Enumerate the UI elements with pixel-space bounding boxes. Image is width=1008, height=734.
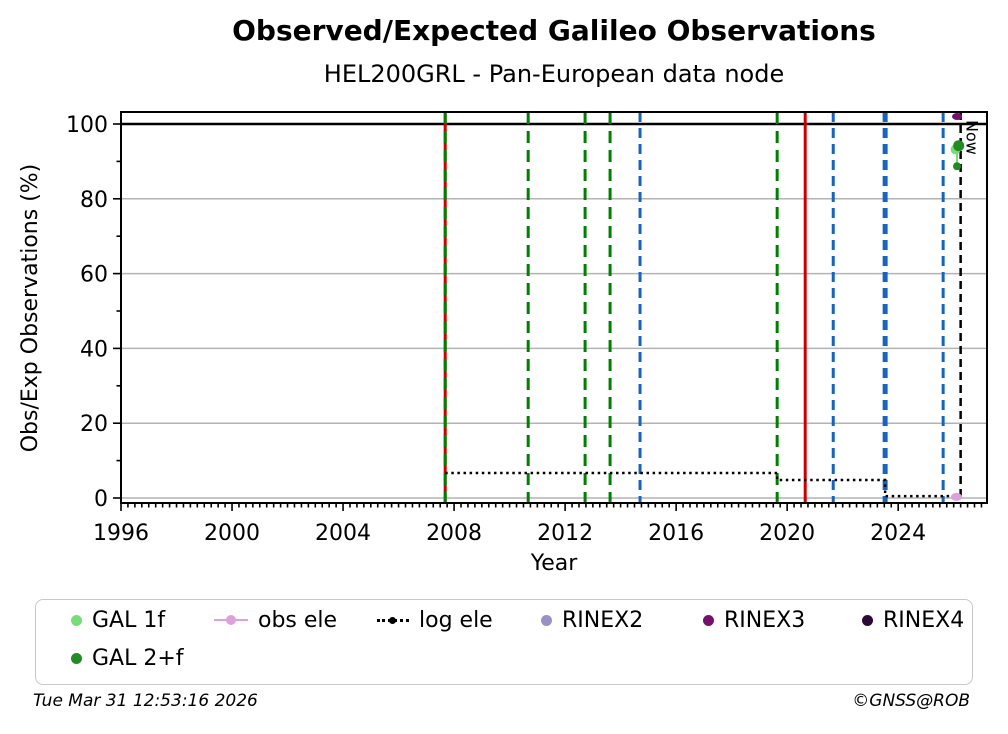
x-tick-label: 2020 xyxy=(759,521,815,546)
y-tick-label: 0 xyxy=(94,487,108,512)
legend-marker-dot xyxy=(71,652,82,664)
x-axis-title: Year xyxy=(530,551,578,576)
y-axis-title: Obs/Exp Observations (%) xyxy=(18,163,43,453)
legend-item-label: GAL 2+f xyxy=(92,645,184,671)
x-tick-label: 2024 xyxy=(870,521,926,546)
legend-marker-linedot xyxy=(214,615,248,625)
x-tick-label: 2004 xyxy=(315,521,371,546)
legend-item-label: GAL 1f xyxy=(92,607,166,633)
legend-marker-dot xyxy=(862,614,873,626)
legend-item-label: RINEX4 xyxy=(883,607,965,633)
marker-obs-ele xyxy=(950,492,962,501)
legend-item-label: log ele xyxy=(419,607,493,633)
axis-frame xyxy=(120,111,988,504)
legend-item-gal-2-f: GAL 2+f xyxy=(71,644,184,672)
legend-marker-dotted xyxy=(377,616,409,624)
legend: GAL 1f GAL 2+f obs ele log ele RINEX2 RINEX3 R… xyxy=(35,599,973,685)
legend-item-rinex3: RINEX3 xyxy=(703,606,805,634)
legend-marker-dot xyxy=(541,614,552,626)
y-tick-label: 80 xyxy=(80,188,108,213)
x-tick-label: 1996 xyxy=(93,521,149,546)
legend-item-label: RINEX2 xyxy=(562,607,644,633)
legend-marker-dot xyxy=(71,614,82,626)
line-log-ele xyxy=(445,471,957,498)
marker-rinex3 xyxy=(952,113,963,121)
marker-gal-2-f xyxy=(953,140,965,152)
footer-copyright: ©GNSS@ROB xyxy=(852,691,970,711)
legend-item-label: RINEX3 xyxy=(724,607,806,633)
now-label: Now xyxy=(963,120,982,155)
legend-item-rinex2: RINEX2 xyxy=(541,606,643,634)
legend-item-obs-ele: obs ele xyxy=(214,606,337,634)
footer-timestamp: Tue Mar 31 12:53:16 2026 xyxy=(33,691,258,711)
legend-item-rinex4: RINEX4 xyxy=(862,606,964,634)
legend-item-log-ele: log ele xyxy=(377,606,493,634)
chart-title: Observed/Expected Galileo Observations xyxy=(232,14,876,47)
legend-item-label: obs ele xyxy=(258,607,338,633)
legend-item-gal-1f: GAL 1f xyxy=(71,606,165,634)
x-tick-label: 2000 xyxy=(204,521,260,546)
y-tick-label: 60 xyxy=(80,263,108,288)
chart-subtitle: HEL200GRL - Pan-European data node xyxy=(323,60,785,88)
y-tick-label: 20 xyxy=(80,412,108,437)
x-tick-label: 2016 xyxy=(648,521,704,546)
y-tick-label: 40 xyxy=(80,337,108,362)
y-tick-label: 100 xyxy=(66,113,108,138)
legend-marker-dot xyxy=(703,614,714,626)
x-tick-label: 2012 xyxy=(537,521,593,546)
x-tick-label: 2008 xyxy=(426,521,482,546)
marker-gal-2-f xyxy=(953,162,962,171)
